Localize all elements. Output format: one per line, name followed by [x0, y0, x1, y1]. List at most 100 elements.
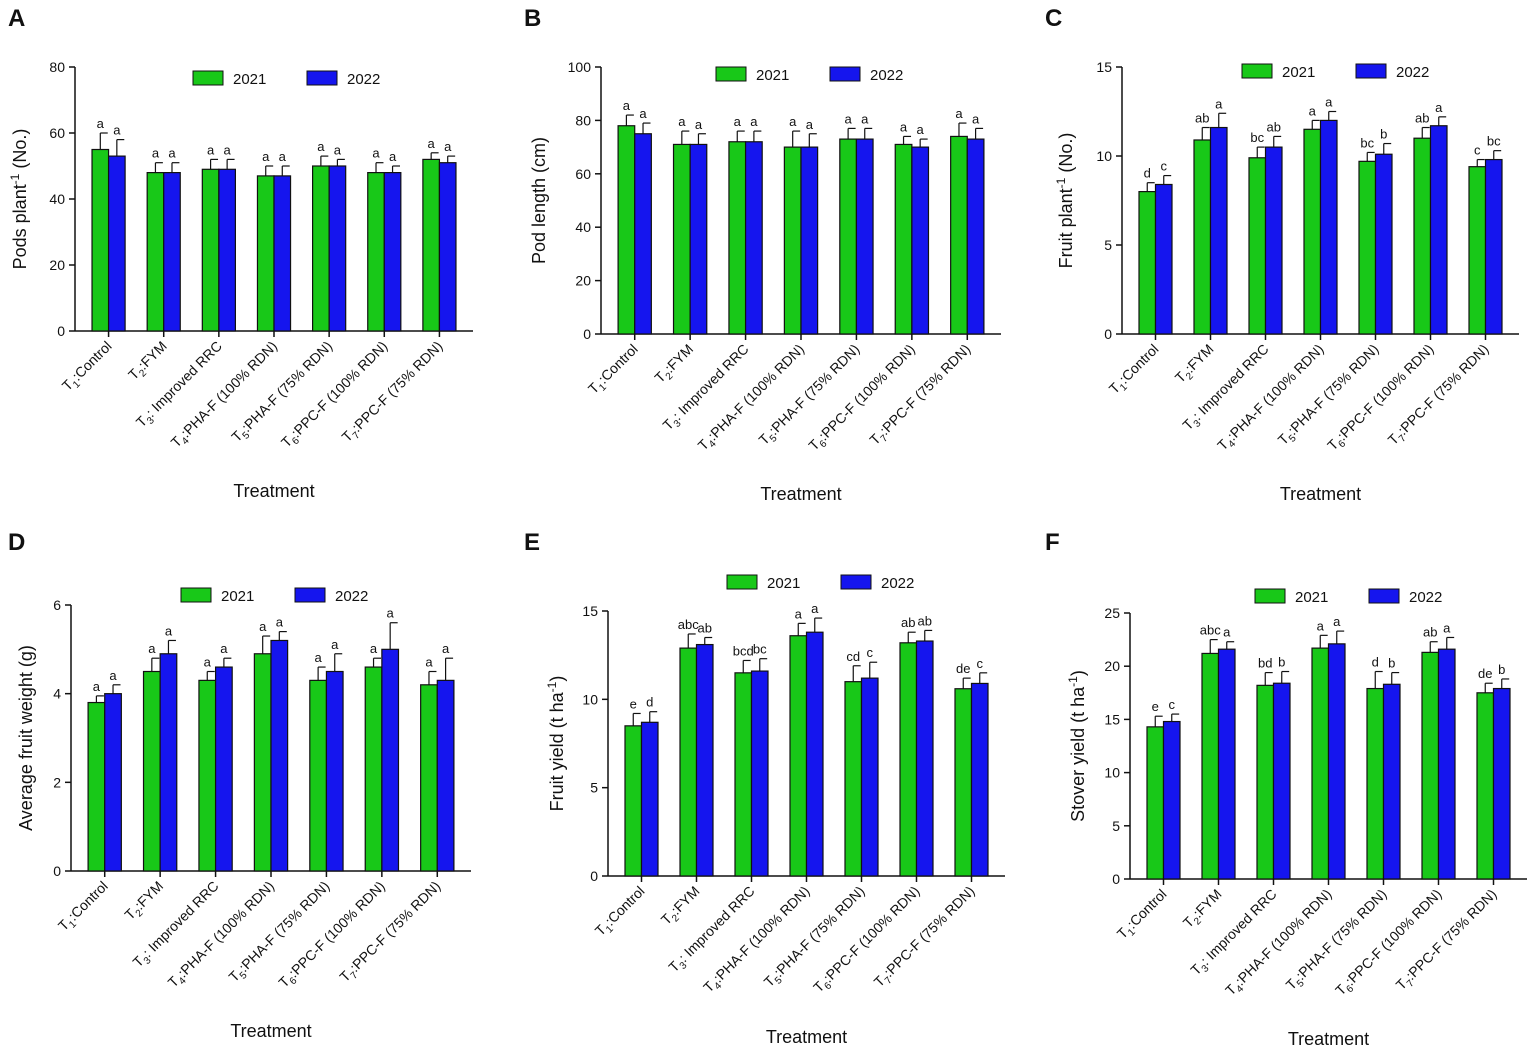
bar-2021-7 [422, 158, 441, 332]
bar-2021-4 [253, 653, 272, 872]
legend-label-2022: 2022 [347, 71, 380, 88]
bar-2022-3 [1272, 682, 1291, 880]
bar-2021-6 [364, 666, 383, 872]
x-axis-title: Treatment [1280, 484, 1361, 504]
legend-label-2021: 2021 [233, 71, 266, 88]
y-tick-label: 2 [53, 774, 61, 790]
bar-2022-2 [159, 653, 178, 872]
bar-2022-1 [640, 721, 659, 877]
significance-letter: e [630, 696, 637, 711]
significance-letter: a [109, 668, 117, 683]
bar-2022-6 [1437, 648, 1456, 880]
panel-letter: F [1045, 529, 1060, 556]
bar-2021-2 [679, 647, 698, 877]
legend-swatch-2022 [840, 574, 872, 590]
category-label-2: T2:FYM [1180, 886, 1228, 934]
category-label-2: T2:FYM [651, 341, 699, 389]
significance-letter: a [955, 106, 963, 121]
significance-letter: a [276, 615, 284, 630]
significance-letter: a [314, 650, 322, 665]
significance-letter: a [259, 619, 267, 634]
bar-2022-7 [966, 138, 985, 335]
significance-letter: a [428, 136, 436, 151]
significance-letter: a [207, 142, 215, 157]
significance-letter: d [1144, 166, 1151, 181]
significance-letter: a [844, 111, 852, 126]
bar-2021-7 [420, 684, 438, 872]
legend-label-2021: 2021 [221, 588, 254, 605]
significance-letter: a [331, 637, 339, 652]
significance-letter: a [678, 114, 686, 129]
y-tick-label: 60 [575, 166, 591, 182]
category-label-7: T7:PPC-F (75% RDN) [1385, 341, 1495, 451]
significance-letter: a [389, 149, 397, 164]
significance-letter: b [1380, 127, 1387, 142]
bar-2021-1 [617, 125, 636, 335]
category-label-1: T1:Control [59, 338, 118, 397]
bar-2021-3 [201, 168, 220, 332]
legend-swatch-2022 [829, 66, 861, 82]
significance-letter: bc [753, 642, 767, 657]
significance-letter: b [1498, 662, 1505, 677]
significance-letter: a [1325, 95, 1333, 110]
y-axis-title: Stover yield (t ha-1) [1066, 670, 1088, 822]
y-tick-label: 10 [1096, 148, 1112, 164]
bar-2021-6 [1421, 651, 1440, 880]
significance-letter: a [317, 139, 325, 154]
legend-label-2022: 2022 [335, 588, 368, 605]
y-tick-label: 100 [568, 59, 592, 75]
bar-2022-2 [695, 643, 714, 877]
bar-2022-5 [855, 138, 874, 335]
significance-letter: a [1309, 103, 1317, 118]
significance-letter: a [165, 623, 173, 638]
bar-2021-1 [87, 701, 106, 872]
significance-letter: cd [846, 649, 860, 664]
legend-swatch-2021 [192, 70, 224, 86]
significance-letter: a [387, 606, 395, 621]
category-label-1: T1:Control [1106, 341, 1165, 400]
category-label-2: T2:FYM [1172, 341, 1220, 389]
significance-letter: ab [1267, 119, 1281, 134]
category-label-5: T5:PHA-F (75% RDN) [761, 883, 871, 993]
y-tick-label: 15 [1104, 711, 1120, 727]
bar-2022-2 [1209, 126, 1228, 335]
bar-2022-3 [744, 141, 763, 335]
significance-letter: a [97, 116, 105, 131]
significance-letter: c [977, 656, 984, 671]
bar-2021-1 [624, 725, 643, 877]
significance-letter: bcd [733, 643, 754, 658]
bar-2022-3 [218, 168, 237, 332]
significance-letter: a [900, 119, 908, 134]
category-label-5: T5:PHA-F (75% RDN) [755, 341, 865, 451]
y-tick-label: 0 [590, 868, 598, 884]
significance-letter: a [334, 142, 342, 157]
category-label-5: T5:PHA-F (75% RDN) [225, 878, 335, 988]
significance-letter: a [917, 122, 925, 137]
bar-2021-1 [1138, 191, 1157, 335]
significance-letter: bc [1250, 130, 1264, 145]
bar-2021-2 [672, 143, 691, 335]
y-tick-label: 0 [57, 323, 65, 339]
significance-letter: a [372, 146, 380, 161]
significance-letter: de [1478, 666, 1492, 681]
legend-swatch-2022 [306, 70, 338, 86]
bar-2021-4 [256, 175, 275, 332]
bar-2021-7 [1468, 166, 1487, 335]
significance-letter: c [1161, 159, 1168, 174]
bar-2022-6 [911, 146, 930, 335]
bar-2022-5 [325, 670, 344, 872]
panel-letter: A [8, 5, 25, 32]
significance-letter: a [750, 114, 758, 129]
category-label-5: T5:PHA-F (75% RDN) [1283, 886, 1393, 996]
x-axis-title: Treatment [230, 1021, 311, 1041]
y-tick-label: 0 [1104, 326, 1112, 342]
significance-letter: ab [1423, 625, 1437, 640]
significance-letter: a [442, 641, 450, 656]
significance-letter: a [695, 117, 703, 132]
bar-2021-5 [1366, 687, 1385, 880]
bar-2021-4 [789, 635, 808, 877]
legend-label-2022: 2022 [870, 67, 903, 84]
category-label-7: T7:PPC-F (75% RDN) [866, 341, 976, 451]
y-tick-label: 40 [575, 219, 591, 235]
